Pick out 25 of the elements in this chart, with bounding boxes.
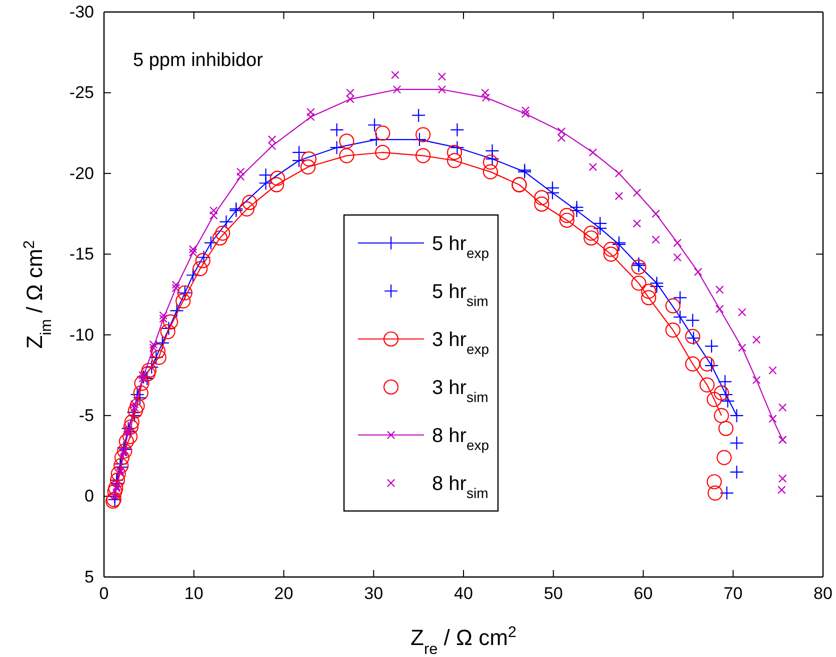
y-tick-label: -10 <box>69 325 94 344</box>
x-tick-label: 20 <box>274 584 294 604</box>
x-tick-label: 70 <box>724 584 743 604</box>
legend-label: 5 hr$_{sim}$ <box>432 281 488 309</box>
y-tick-label: -30 <box>69 2 94 22</box>
x-tick-label: 30 <box>364 584 384 604</box>
x-tick-label: 50 <box>544 584 563 604</box>
x-tick-label: 60 <box>634 584 653 604</box>
x-tick-label: 10 <box>184 584 204 604</box>
legend-label: 3 hr$_{sim}$ <box>432 377 488 405</box>
annotation: 5 ppm inhibidor <box>133 50 264 71</box>
y-tick-label: 5 <box>84 567 94 586</box>
y-tick-label: 0 <box>84 486 94 506</box>
y-tick-label: -25 <box>69 83 94 102</box>
x-tick-label: 40 <box>454 584 473 604</box>
legend-label: 5 hr$_{exp}$ <box>432 233 490 261</box>
y-tick-label: -15 <box>69 244 94 264</box>
y-tick-label: -5 <box>78 406 94 426</box>
legend-label: 8 hr$_{exp}$ <box>432 425 490 453</box>
legend-label: 3 hr$_{exp}$ <box>432 329 490 357</box>
y-tick-label: -20 <box>69 164 94 183</box>
legend-label: 8 hr$_{sim}$ <box>432 473 488 501</box>
x-axis-title: Z$_{re}$ / Ω cm$^{2}$ <box>410 624 516 657</box>
x-tick-label: 0 <box>99 584 109 604</box>
x-tick-label: 80 <box>814 584 832 604</box>
